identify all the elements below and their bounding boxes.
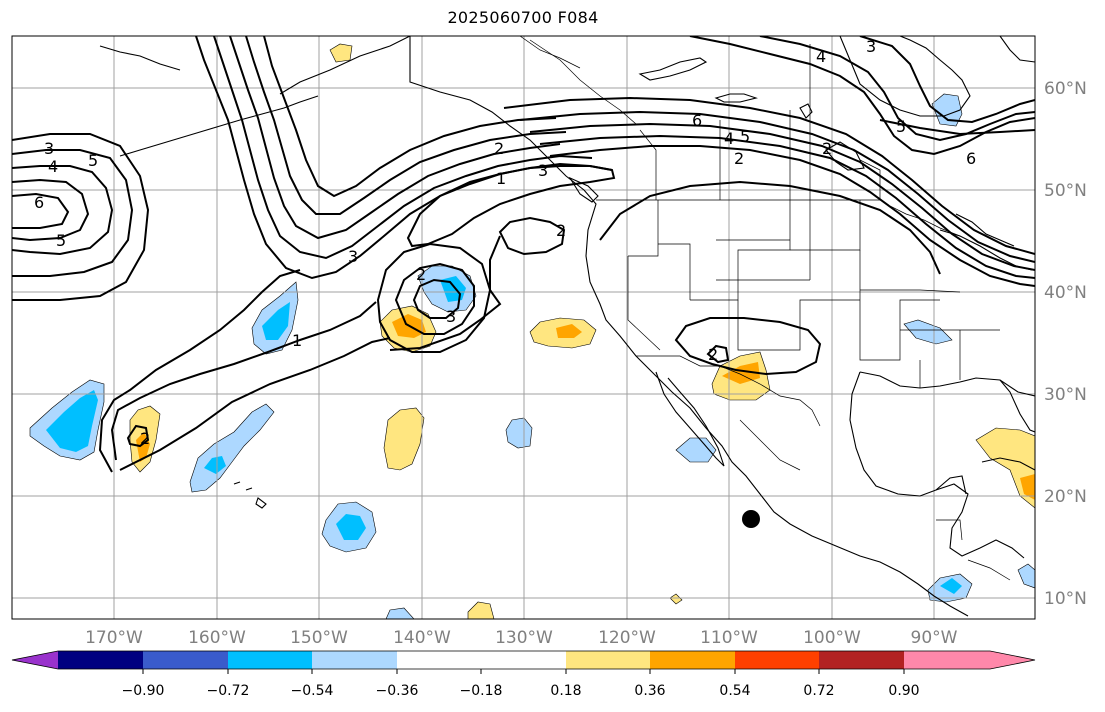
- colorbar-segment: [228, 651, 313, 669]
- negative-anomaly-region: [262, 302, 290, 340]
- positive-anomaly-region: [669, 593, 683, 605]
- lat-label: 30°N: [1044, 385, 1087, 405]
- contour-label: 6: [692, 111, 702, 130]
- lon-label: 130°W: [495, 628, 553, 648]
- negative-anomaly-region: [940, 578, 962, 594]
- colorbar-segment: [566, 651, 651, 669]
- contour-label: 2: [822, 139, 832, 158]
- contour-label: 4: [48, 157, 58, 176]
- colorbar-segment: [650, 651, 735, 669]
- longitude-labels: 170°W 160°W 150°W 140°W 130°W 120°W 110°…: [85, 628, 958, 648]
- height-contours: [12, 36, 1035, 473]
- contour-label: 2: [494, 139, 504, 158]
- positive-anomaly-region: [975, 427, 1035, 509]
- contour-label: 2: [734, 149, 744, 168]
- colorbar-tick-label: −0.72: [207, 683, 250, 699]
- positive-anomaly-region: [1020, 474, 1035, 500]
- lon-label: 90°W: [911, 628, 958, 648]
- negative-anomaly-region: [385, 607, 415, 619]
- colorbar-tick-label: 0.54: [719, 683, 750, 699]
- colorbar-tick-label: 0.18: [550, 683, 581, 699]
- contour-label: 5: [88, 151, 98, 170]
- lon-label: 170°W: [85, 628, 143, 648]
- contour-label: 5: [56, 231, 66, 250]
- lon-label: 140°W: [393, 628, 451, 648]
- lon-label: 110°W: [700, 628, 758, 648]
- lat-label: 60°N: [1044, 79, 1087, 99]
- colorbar-tick-label: 0.90: [888, 683, 919, 699]
- negative-anomaly-region: [204, 456, 226, 474]
- positive-anomaly-region: [136, 432, 150, 462]
- lat-label: 20°N: [1044, 487, 1087, 507]
- colorbar-segment: [735, 651, 820, 669]
- colorbar-tick-label: −0.54: [291, 683, 334, 699]
- colorbar-tick-label: −0.90: [122, 683, 165, 699]
- colorbar-tick-label: −0.36: [376, 683, 419, 699]
- contour-label: 3: [44, 139, 54, 158]
- colorbar: −0.90 −0.72 −0.54 −0.36 −0.18 0.18 0.36 …: [11, 650, 1036, 699]
- contour-label: 1: [496, 169, 506, 188]
- colorbar-tick-label: 0.72: [803, 683, 834, 699]
- contour-label: 6: [34, 193, 44, 212]
- latitude-labels: 60°N 50°N 40°N 30°N 20°N 10°N: [1044, 79, 1087, 609]
- contour-label: 4: [816, 47, 826, 66]
- contour-label: 5: [896, 117, 906, 136]
- colorbar-high-extension: [904, 651, 1035, 669]
- contour-label: 2: [708, 345, 718, 364]
- colorbar-segment: [481, 651, 566, 669]
- lat-label: 40°N: [1044, 283, 1087, 303]
- contour-label: 3: [348, 247, 358, 266]
- colorbar-segment: [58, 651, 143, 669]
- positive-anomaly-region: [467, 601, 495, 619]
- negative-anomaly-region: [931, 93, 963, 127]
- contour-label: 2: [416, 265, 426, 284]
- negative-anomaly-region: [1017, 563, 1035, 589]
- colorbar-segment: [397, 651, 482, 669]
- negative-anomaly-region: [675, 437, 717, 463]
- map-frame: [11, 35, 1036, 620]
- lat-label: 10°N: [1044, 589, 1087, 609]
- lon-label: 120°W: [598, 628, 656, 648]
- contour-label: 2: [140, 429, 150, 448]
- negative-anomaly-region: [46, 390, 98, 452]
- colorbar-segment: [312, 651, 397, 669]
- contour-label: 1: [292, 331, 302, 350]
- colorbar-tick-label: −0.18: [460, 683, 503, 699]
- negative-anomaly-region: [336, 514, 366, 540]
- coastlines: [99, 36, 1035, 617]
- gridlines: [12, 36, 1035, 619]
- colorbar-segment: [143, 651, 228, 669]
- lat-label: 50°N: [1044, 181, 1087, 201]
- contour-label: 3: [538, 161, 548, 180]
- lon-label: 160°W: [188, 628, 246, 648]
- map-title: 2025060700 F084: [447, 8, 599, 27]
- colorbar-tick-label: 0.36: [634, 683, 665, 699]
- negative-anomaly-region: [505, 417, 533, 449]
- colorbar-outline: [11, 650, 1036, 670]
- positive-anomaly-region: [329, 43, 353, 63]
- positive-anomaly-region: [556, 324, 582, 338]
- contour-label: 5: [740, 127, 750, 146]
- contour-label: 2: [556, 221, 566, 240]
- colorbar-ticks: [142, 669, 905, 674]
- negative-anomaly-region: [903, 319, 953, 345]
- storm-center-marker: [742, 510, 760, 528]
- contour-label: 3: [866, 37, 876, 56]
- lon-label: 150°W: [290, 628, 348, 648]
- contour-label-group: 3 4 5 6 5 3 2 1 3 2 2 1 6 4 5 2 5 4 3 6 …: [34, 37, 976, 448]
- positive-anomaly-region: [722, 362, 760, 384]
- colorbar-segment: [819, 651, 904, 669]
- contour-label: 4: [724, 129, 734, 148]
- colorbar-low-extension: [12, 651, 58, 669]
- contour-label: 3: [446, 307, 456, 326]
- contour-label: 6: [966, 149, 976, 168]
- lon-label: 100°W: [803, 628, 861, 648]
